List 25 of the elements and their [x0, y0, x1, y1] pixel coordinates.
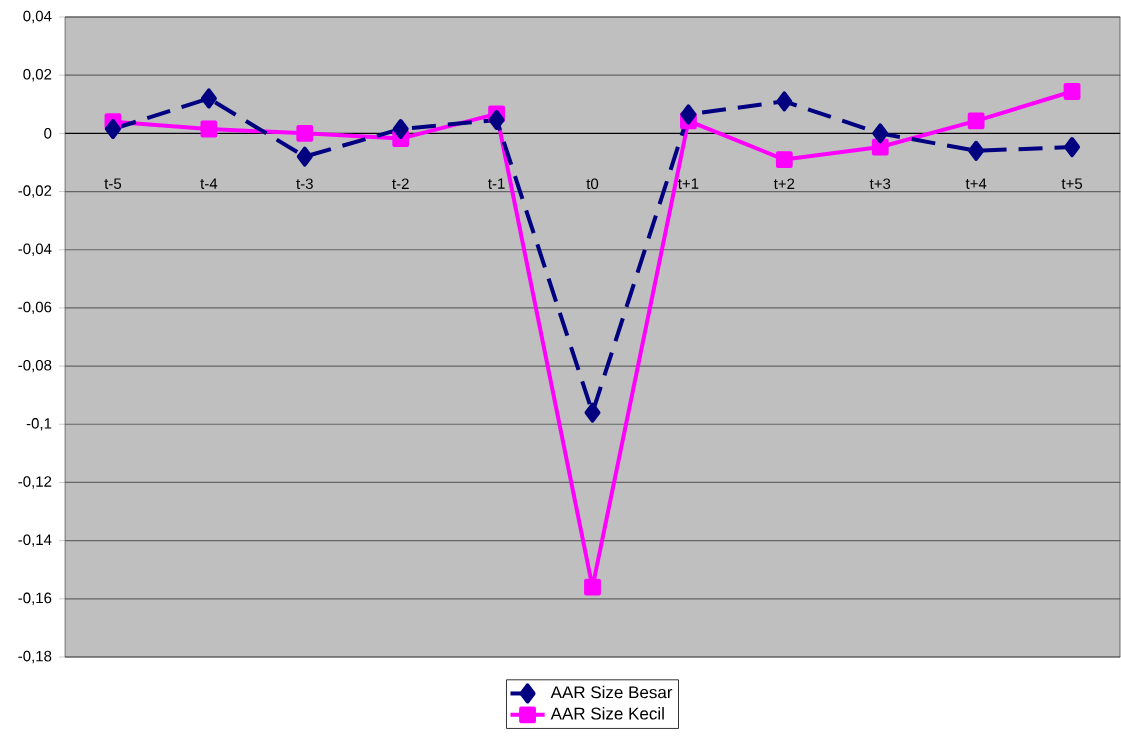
y-tick-label: -0,12 — [18, 476, 52, 489]
x-tick-label: t0 — [586, 178, 599, 190]
y-tick-label: -0,06 — [18, 301, 52, 315]
x-tick-label: t-3 — [296, 178, 313, 190]
y-tick-label: -0,14 — [18, 534, 52, 547]
x-tick-label: t-5 — [104, 178, 122, 189]
legend-label: AAR Size Kecil — [550, 707, 664, 720]
y-tick-label: -0,1 — [26, 418, 52, 431]
y-tick-label: -0,08 — [18, 359, 52, 373]
y-tick-label: -0,02 — [18, 185, 52, 198]
x-tick-label: t-2 — [392, 178, 409, 190]
y-tick-label: 0,02 — [23, 68, 52, 82]
x-tick-label: t+2 — [773, 178, 795, 190]
x-tick-label: t+1 — [678, 178, 699, 189]
x-tick-label: t+3 — [869, 178, 891, 190]
x-tick-label: t-4 — [200, 178, 218, 189]
y-tick-label: -0,16 — [18, 592, 52, 606]
y-tick-label: -0,04 — [18, 243, 52, 256]
x-tick-label: t+5 — [1061, 178, 1083, 189]
x-tick-label: t-1 — [488, 178, 505, 189]
y-tick-label: -0,18 — [18, 650, 52, 664]
x-tick-label: t+4 — [965, 178, 987, 189]
legend-label: AAR Size Besar — [550, 685, 673, 699]
y-tick-label: 0,04 — [23, 10, 52, 24]
y-tick-label: 0 — [44, 128, 52, 139]
